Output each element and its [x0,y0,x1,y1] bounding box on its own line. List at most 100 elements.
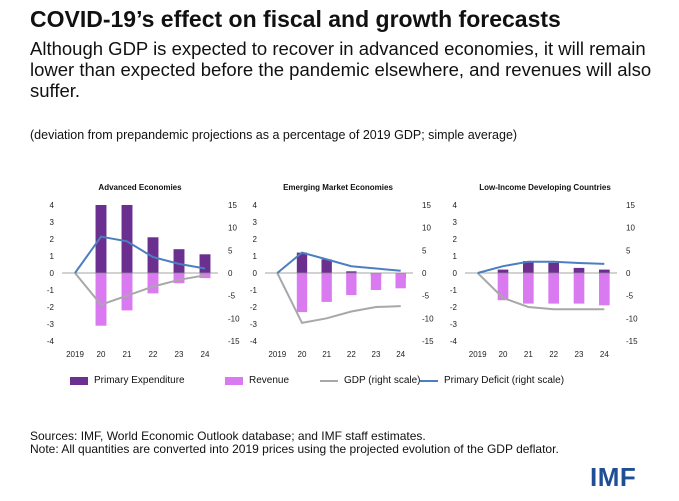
low-income-developing-countries-left-tick-label: 1 [453,252,458,261]
emerging-market-economies-left-tick-label: 4 [253,201,258,210]
low-income-developing-countries-right-tick-label: 15 [626,201,635,210]
chart-legend: Primary Expenditure Revenue GDP (right s… [70,375,630,393]
low-income-developing-countries-bar-revenue [523,273,534,304]
page-subtitle: Although GDP is expected to recover in a… [30,38,652,101]
emerging-market-economies-bar-revenue [370,273,382,290]
low-income-developing-countries-bar-revenue [599,273,610,306]
legend-label-revenue: Revenue [249,375,290,386]
low-income-developing-countries-left-tick-label: -1 [450,286,458,295]
low-income-developing-countries-title: Low-Income Developing Countries [479,183,611,192]
legend-swatch-primary-expenditure [70,376,88,385]
low-income-developing-countries-left-tick-label: 0 [453,269,458,278]
low-income-developing-countries-left-tick-label: 4 [453,201,458,210]
legend-label-gdp: GDP (right scale) [344,375,421,386]
advanced-economies-left-tick-label: -4 [47,337,55,346]
emerging-market-economies-right-tick-label: -10 [422,314,434,323]
emerging-market-economies-bar-revenue [321,273,332,302]
emerging-market-economies-bar-revenue [346,273,357,296]
advanced-economies-bar-primary-expenditure [173,249,185,273]
emerging-market-economies-x-tick-label: 24 [396,350,405,359]
advanced-economies-right-tick-label: 5 [228,246,233,255]
low-income-developing-countries-bar-revenue [573,273,585,304]
advanced-economies-bar-revenue [147,273,159,294]
advanced-economies-left-tick-label: -2 [47,303,55,312]
footnote-text: Note: All quantities are converted into … [30,442,559,456]
low-income-developing-countries-x-tick-label: 20 [499,350,508,359]
legend-item-primary-expenditure: Primary Expenditure [70,375,185,386]
advanced-economies-line-gdp-right-scale [74,272,206,306]
low-income-developing-countries-x-tick-label: 2019 [469,350,487,359]
emerging-market-economies-right-tick-label: 5 [422,246,427,255]
advanced-economies-bar-revenue [95,273,107,326]
emerging-market-economies-left-tick-label: -2 [250,303,258,312]
low-income-developing-countries-bar-primary-expenditure [497,269,509,273]
low-income-developing-countries-bar-revenue [497,273,509,301]
low-income-developing-countries-bar-primary-expenditure [573,267,585,273]
low-income-developing-countries-right-tick-label: 5 [626,246,631,255]
advanced-economies-bar-primary-expenditure [147,237,159,273]
legend-item-revenue: Revenue [225,375,289,386]
advanced-economies-x-tick-label: 24 [201,350,210,359]
emerging-market-economies-left-tick-label: -4 [250,337,258,346]
legend-item-primary-deficit: Primary Deficit (right scale) [420,375,564,386]
emerging-market-economies-left-tick-label: -1 [250,286,258,295]
legend-swatch-revenue [225,376,243,385]
low-income-developing-countries-right-tick-label: -15 [626,337,638,346]
advanced-economies-right-tick-label: 0 [228,269,233,278]
advanced-economies-x-tick-label: 22 [149,350,158,359]
advanced-economies-x-tick-label: 20 [97,350,106,359]
emerging-market-economies-title: Emerging Market Economies [283,183,393,192]
emerging-market-economies-left-tick-label: -3 [250,320,258,329]
low-income-developing-countries-bar-revenue [548,273,559,304]
emerging-market-economies-right-tick-label: 10 [422,224,431,233]
low-income-developing-countries-bar-primary-expenditure [548,262,559,273]
advanced-economies-bar-primary-expenditure [95,205,107,273]
emerging-market-economies-bar-primary-expenditure [321,259,332,273]
advanced-economies-left-tick-label: -3 [47,320,55,329]
low-income-developing-countries-x-tick-label: 24 [600,350,609,359]
low-income-developing-countries-x-tick-label: 23 [575,350,584,359]
advanced-economies-bar-primary-expenditure [199,254,211,273]
advanced-economies-right-tick-label: -5 [228,292,236,301]
low-income-developing-countries-left-tick-label: -3 [450,320,458,329]
emerging-market-economies-x-tick-label: 23 [372,350,381,359]
low-income-developing-countries-right-tick-label: -5 [626,292,634,301]
emerging-market-economies-bar-revenue [296,273,308,313]
advanced-economies-left-tick-label: 0 [50,269,55,278]
low-income-developing-countries-right-tick-label: 10 [626,224,635,233]
low-income-developing-countries-bar-primary-expenditure [523,261,534,273]
advanced-economies-left-tick-label: -1 [47,286,55,295]
low-income-developing-countries-line-primary-deficit-right-scale [477,260,605,274]
advanced-economies-x-tick-label: 21 [123,350,132,359]
advanced-economies-right-tick-label: 15 [228,201,237,210]
emerging-market-economies-left-tick-label: 1 [253,252,258,261]
advanced-economies-bar-revenue [173,273,185,284]
low-income-developing-countries-left-tick-label: -2 [450,303,458,312]
legend-item-gdp: GDP (right scale) [320,375,421,386]
low-income-developing-countries-x-tick-label: 21 [524,350,533,359]
emerging-market-economies-bar-revenue [395,273,406,289]
legend-label-primary-deficit: Primary Deficit (right scale) [444,375,565,386]
low-income-developing-countries-line-gdp-right-scale [476,272,605,311]
legend-line-primary-deficit [420,379,438,382]
emerging-market-economies-right-tick-label: -15 [422,337,434,346]
legend-line-gdp [320,379,338,382]
low-income-developing-countries-bar-primary-expenditure [599,269,610,273]
advanced-economies-x-tick-label: 2019 [66,350,84,359]
advanced-economies-line-primary-deficit-right-scale [74,235,206,274]
imf-logo: IMF [590,462,637,492]
low-income-developing-countries-left-tick-label: -4 [450,337,458,346]
emerging-market-economies-x-tick-label: 20 [298,350,307,359]
page-title: COVID-19’s effect on fiscal and growth f… [30,6,561,32]
advanced-economies-left-tick-label: 1 [50,252,55,261]
emerging-market-economies-x-tick-label: 21 [322,350,331,359]
emerging-market-economies-line-primary-deficit-right-scale [276,251,401,274]
emerging-market-economies-left-tick-label: 0 [253,269,258,278]
sources-text: Sources: IMF, World Economic Outlook dat… [30,429,426,443]
low-income-developing-countries-right-tick-label: -10 [626,314,638,323]
advanced-economies-right-tick-label: 10 [228,224,237,233]
advanced-economies-title: Advanced Economies [98,183,182,192]
emerging-market-economies-bar-primary-expenditure [346,271,357,273]
sources-block: Sources: IMF, World Economic Outlook dat… [30,430,630,456]
